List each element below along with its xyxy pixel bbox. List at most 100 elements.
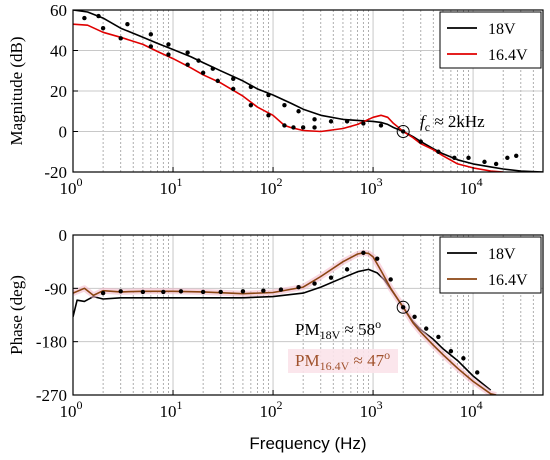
magnitude-point-18v-measured [266,92,271,98]
magnitude-point-18v-measured [328,119,334,124]
magnitude-point-18v-measured [248,84,254,90]
magnitude-y-tick-label: -20 [44,163,67,182]
phase-x-tick-exponent: 2 [277,398,283,412]
magnitude-y-tick-label: 40 [50,42,67,61]
magnitude-point-16-4v-measured [291,125,296,130]
magnitude-point-18v-measured [296,109,301,114]
crossover-annotation-sub: c [425,120,430,134]
magnitude-point-18v-measured [196,58,201,63]
phase-point-18v-measured [400,305,406,310]
magnitude-point-18v-measured [185,50,190,55]
magnitude-legend-box [439,11,542,69]
magnitude-legend-label-18v: 18V [488,21,516,38]
magnitude-point-18v-measured [378,123,384,128]
magnitude-x-tick-base: 10 [460,179,477,198]
magnitude-point-18v-measured [344,119,350,124]
magnitude-y-tick-label: 60 [50,1,67,20]
magnitude-point-16-4v-measured [148,44,154,49]
magnitude-point-18v-measured [82,15,87,21]
magnitude-point-18v-measured [125,21,130,27]
phase-point-18v-measured [278,287,284,292]
phase-x-tick-label: 103 [360,398,383,421]
phase-legend-box [439,236,542,294]
pm-16v4-highlight [288,349,398,373]
magnitude-x-tick-exponent: 0 [77,175,83,189]
phase-point-18v-measured [118,289,123,294]
phase-point-18v-measured [178,289,184,294]
magnitude-series-16-4v [73,23,504,172]
phase-legend-label-16v4: 16.4V [488,272,528,289]
phase-series-18v [73,268,492,391]
magnitude-x-tick-base: 10 [260,179,277,198]
magnitude-point-18v-measured [96,13,101,19]
phase-point-18v-measured [361,250,366,255]
phase-series-16-4v-halo [73,249,497,395]
phase-point-18v-measured [375,256,380,261]
magnitude-point-18v-measured [514,153,519,158]
phase-point-18v-measured [328,275,334,280]
magnitude-point-16-4v-measured [166,52,171,57]
magnitude-x-tick-base: 10 [360,179,377,198]
phase-legend-label-18v: 18V [488,246,516,263]
phase-x-tick-base: 10 [60,402,77,421]
magnitude-point-18v-measured [282,102,287,108]
phase-y-tick-label: -90 [44,279,67,298]
phase-x-tick-label: 104 [460,398,483,421]
phase-point-18v-measured [424,326,429,331]
magnitude-point-16-4v-measured [231,86,236,92]
phase-point-18v-measured [100,290,106,296]
magnitude-y-tick-label: 20 [50,82,67,101]
magnitude-point-16-4v-measured [312,125,317,130]
phase-point-18v-measured [218,289,223,295]
pm-18v-sup: o [375,317,381,331]
phase-x-tick-exponent: 4 [477,398,483,412]
magnitude-x-tick-exponent: 1 [177,175,183,189]
magnitude-point-18v-measured [452,155,457,161]
magnitude-y-axis-label: Magnitude (dB) [7,36,26,145]
magnitude-point-18v-measured [482,159,487,165]
phase-point-18v-measured [412,314,417,319]
magnitude-x-tick-label: 100 [60,175,83,198]
phase-axes-frame [72,234,544,396]
crossover-annotation-prefix: f [420,112,427,131]
phase-x-tick-label: 101 [160,398,183,421]
phase-y-tick-label: -180 [36,333,67,352]
phase-series [73,249,497,395]
phase-point-18v-measured [448,348,454,354]
phase-point-18v-measured [200,289,206,295]
phase-y-tick-label: 0 [59,226,68,245]
pm-16v4-sup: o [384,348,390,362]
crossover-frequency-annotation: fc ≈ 2kHz [420,112,485,134]
magnitude-point-16-4v-measured [248,102,254,108]
phase-x-tick-label: 102 [260,398,283,421]
magnitude-series [73,10,543,172]
phase-point-18v-measured [475,370,480,375]
phase-point-18v-measured [240,289,246,294]
pm-16v4-sub: 16.4V [320,359,350,373]
pm-16v4-text: ≈ 47 [349,351,384,370]
magnitude-point-18v-measured [505,155,510,161]
magnitude-point-18v-measured [210,66,216,71]
magnitude-point-16-4v-measured [100,26,106,31]
phase-x-tick-exponent: 1 [177,398,183,412]
phase-x-tick-exponent: 0 [77,398,83,412]
magnitude-point-16-4v-measured [200,70,206,75]
magnitude-legend: 18V 16.4V [439,11,542,69]
magnitude-point-16-4v-measured [300,125,306,130]
phase-point-18v-measured [296,284,301,290]
magnitude-x-tick-exponent: 2 [277,175,283,189]
phase-point-18v-measured [261,288,266,293]
phase-point-18v-measured [388,277,393,282]
magnitude-point-18v-measured [166,42,171,47]
magnitude-point-18v-measured [466,155,471,161]
pm-18v-text: ≈ 58 [340,320,375,339]
pm-18v-prefix: PM [295,320,320,339]
phase-point-18v-measured [312,281,317,286]
magnitude-point-16-4v-measured [118,36,123,41]
magnitude-y-tick-label: 0 [59,123,68,142]
magnitude-legend-label-16v4: 16.4V [488,47,528,64]
crossover-marker-circle [396,125,410,138]
magnitude-x-tick-label: 103 [360,175,383,198]
